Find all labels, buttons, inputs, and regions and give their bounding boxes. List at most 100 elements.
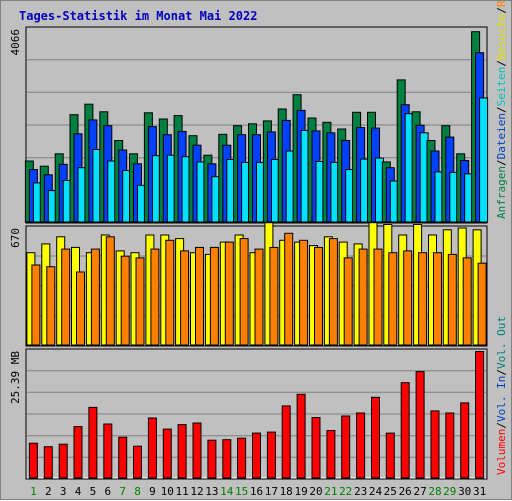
x-tick-label-4: 4 — [75, 485, 82, 498]
bar-volumen-day-17 — [266, 431, 276, 479]
bar-rechner-day-8 — [135, 257, 145, 346]
bar-rechner-day-1 — [31, 264, 41, 346]
bar-volumen-day-8 — [133, 445, 142, 479]
bar-volumen-day-27 — [415, 371, 425, 479]
y-max-label: 4066 — [9, 29, 22, 56]
x-tick-label-17: 17 — [265, 485, 278, 498]
x-tick-label-9: 9 — [149, 485, 156, 498]
x-tick-label-7: 7 — [119, 485, 126, 498]
bar-volumen-day-24 — [371, 396, 380, 479]
bar-rechner-day-4 — [76, 271, 85, 346]
bar-volumen-day-10 — [162, 428, 172, 479]
bar-volumen-day-3 — [58, 443, 68, 479]
x-tick-label-18: 18 — [280, 485, 293, 498]
bar-rechner-day-25 — [388, 252, 398, 346]
bar-volumen-day-29 — [445, 412, 455, 479]
bar-rechner-day-20 — [314, 246, 323, 346]
bar-rechner-day-30 — [462, 257, 472, 346]
bar-volumen-day-22 — [341, 415, 351, 479]
bar-rechner-day-26 — [403, 250, 413, 346]
x-tick-label-28: 28 — [428, 485, 441, 498]
legend-entry: / — [495, 60, 508, 67]
bar-volumen-day-4 — [73, 426, 83, 479]
bar-seiten-day-31 — [479, 97, 489, 223]
legend-entry: Vol. Out — [495, 316, 508, 369]
bar-volumen-day-13 — [207, 439, 217, 479]
legend-1: Anfragen/Dateien/Seiten/Besuche/Rechner — [495, 1, 508, 219]
bar-rechner-day-23 — [358, 248, 368, 346]
legend-entry: Anfragen — [495, 166, 508, 219]
x-tick-label-26: 26 — [399, 485, 412, 498]
bar-volumen-day-23 — [356, 412, 366, 479]
bar-rechner-day-3 — [61, 248, 71, 346]
bar-volumen-day-12 — [192, 422, 202, 479]
chart-panel-1: 4066 Anfragen/Dateien/Seiten/Besuche/Rech… — [9, 1, 508, 224]
bar-rechner-day-6 — [105, 236, 115, 346]
bar-rechner-day-5 — [90, 248, 100, 346]
bar-rechner-day-9 — [150, 248, 160, 346]
bar-volumen-day-26 — [400, 382, 410, 479]
bar-volumen-day-5 — [88, 406, 98, 479]
chart-panels: 4066 Anfragen/Dateien/Seiten/Besuche/Rech… — [9, 1, 508, 480]
x-tick-label-8: 8 — [134, 485, 141, 498]
bar-rechner-day-12 — [195, 246, 204, 346]
bar-rechner-day-13 — [209, 246, 219, 346]
bar-volumen-day-1 — [28, 442, 38, 479]
x-tick-label-29: 29 — [443, 485, 456, 498]
chart-panel-2: 670 — [9, 222, 488, 347]
bar-volumen-day-11 — [177, 424, 187, 479]
x-tick-label-12: 12 — [190, 485, 203, 498]
bar-rechner-day-14 — [224, 241, 234, 346]
legend-entry: Seiten — [495, 67, 508, 107]
bar-rechner-day-21 — [328, 238, 338, 346]
x-tick-label-1: 1 — [30, 485, 37, 498]
bar-rechner-day-10 — [165, 239, 175, 346]
x-tick-label-11: 11 — [175, 485, 188, 498]
legend-entry: Rechner — [495, 1, 508, 7]
bar-volumen-day-15 — [237, 437, 247, 479]
bar-volumen-day-16 — [252, 432, 261, 479]
x-tick-label-2: 2 — [45, 485, 52, 498]
legend-3: Volumen/Vol. In/Vol. Out — [495, 316, 508, 475]
x-tick-label-25: 25 — [384, 485, 397, 498]
x-tick-label-5: 5 — [90, 485, 97, 498]
bar-rechner-day-28 — [433, 252, 442, 346]
x-tick-label-14: 14 — [220, 485, 234, 498]
bar-volumen-day-14 — [222, 439, 232, 479]
legend-entry: / — [495, 422, 508, 429]
bar-rechner-day-15 — [239, 238, 249, 346]
bar-volumen-day-9 — [147, 417, 157, 479]
bar-rechner-day-11 — [180, 250, 190, 346]
x-tick-label-16: 16 — [250, 485, 263, 498]
legend-entry: / — [495, 159, 508, 166]
bar-volumen-day-2 — [43, 446, 53, 479]
chart-title: Tages-Statistik im Monat Mai 2022 — [19, 9, 257, 23]
y-max-label: 670 — [9, 228, 22, 248]
bar-rechner-day-16 — [254, 248, 264, 346]
legend-entry: / — [495, 106, 508, 113]
bar-volumen-day-6 — [103, 423, 113, 479]
bar-volumen-day-25 — [385, 432, 395, 479]
x-tick-label-30: 30 — [458, 485, 471, 498]
y-max-label: 25.39 MB — [9, 351, 22, 404]
x-tick-label-6: 6 — [104, 485, 111, 498]
bar-rechner-day-19 — [299, 239, 309, 346]
bar-rechner-day-24 — [373, 248, 383, 346]
legend-entry: Vol. In — [495, 376, 508, 422]
x-tick-label-23: 23 — [354, 485, 367, 498]
bar-volumen-day-7 — [118, 436, 128, 479]
legend-entry: Volumen — [495, 429, 508, 475]
bar-rechner-day-18 — [284, 232, 294, 346]
x-tick-label-13: 13 — [205, 485, 218, 498]
bar-rechner-day-17 — [269, 246, 279, 346]
bar-volumen-day-20 — [311, 417, 321, 479]
x-tick-label-15: 15 — [235, 485, 248, 498]
bar-volumen-day-21 — [326, 430, 336, 479]
legend-entry: Dateien — [495, 113, 508, 159]
bar-volumen-day-18 — [281, 405, 291, 479]
legend-entry: / — [495, 7, 508, 14]
x-axis-ticks: 1 2 3 4 5 6 7 8 9 10 11 12 13 14 15 16 17 18 19 20 21 22 23 24 2… — [30, 485, 486, 498]
bar-rechner-day-2 — [46, 266, 56, 346]
